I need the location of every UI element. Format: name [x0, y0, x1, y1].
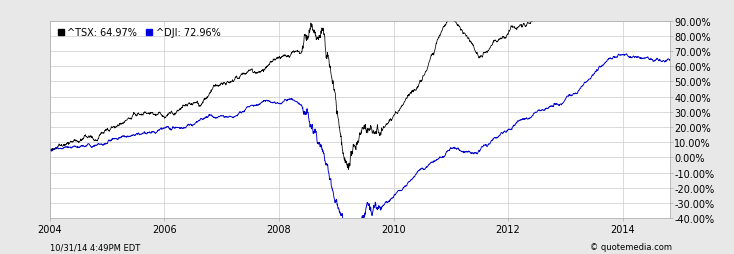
^TSX: 64.97%: (3.94, 64.6): 64.97%: (3.94, 64.6)	[271, 59, 280, 62]
^TSX: 64.97%: (5.69, 17.1): 64.97%: (5.69, 17.1)	[371, 131, 380, 134]
Text: © quotemedia.com: © quotemedia.com	[589, 243, 672, 251]
^TSX: 64.97%: (0, 5): 64.97%: (0, 5)	[46, 149, 54, 152]
Text: 10/31/14 4:49PM EDT: 10/31/14 4:49PM EDT	[50, 243, 140, 251]
^DJI: 72.96%: (2.81, 28): 72.96%: (2.81, 28)	[206, 114, 215, 117]
^TSX: 64.97%: (2.81, 44.3): 64.97%: (2.81, 44.3)	[206, 89, 215, 92]
^TSX: 64.97%: (0.602, 14.2): 64.97%: (0.602, 14.2)	[80, 135, 89, 138]
^TSX: 64.97%: (0.245, 8.18): 64.97%: (0.245, 8.18)	[59, 144, 68, 147]
^DJI: 72.96%: (0.245, 6.44): 72.96%: (0.245, 6.44)	[59, 147, 68, 150]
^DJI: 72.96%: (5.69, -30.5): 72.96%: (5.69, -30.5)	[371, 202, 380, 205]
Line: ^DJI: 72.96%: ^DJI: 72.96%	[50, 55, 670, 233]
Legend: ^TSX: 64.97%, ^DJI: 72.96%: ^TSX: 64.97%, ^DJI: 72.96%	[55, 26, 222, 40]
^DJI: 72.96%: (0.602, 7.03): 72.96%: (0.602, 7.03)	[80, 146, 89, 149]
^DJI: 72.96%: (10.8, 64.5): 72.96%: (10.8, 64.5)	[666, 59, 675, 62]
^TSX: 64.97%: (7.3, 78.3): 64.97%: (7.3, 78.3)	[463, 38, 472, 41]
^TSX: 64.97%: (5.21, -7.85): 64.97%: (5.21, -7.85)	[344, 168, 353, 171]
^DJI: 72.96%: (10.1, 68.2): 72.96%: (10.1, 68.2)	[622, 53, 631, 56]
^DJI: 72.96%: (0, 5): 72.96%: (0, 5)	[46, 149, 54, 152]
^DJI: 72.96%: (5.22, -49.6): 72.96%: (5.22, -49.6)	[345, 231, 354, 234]
Line: ^TSX: 64.97%: ^TSX: 64.97%	[50, 0, 670, 170]
^DJI: 72.96%: (3.94, 35.6): 72.96%: (3.94, 35.6)	[271, 103, 280, 106]
^DJI: 72.96%: (7.3, 3.55): 72.96%: (7.3, 3.55)	[463, 151, 472, 154]
